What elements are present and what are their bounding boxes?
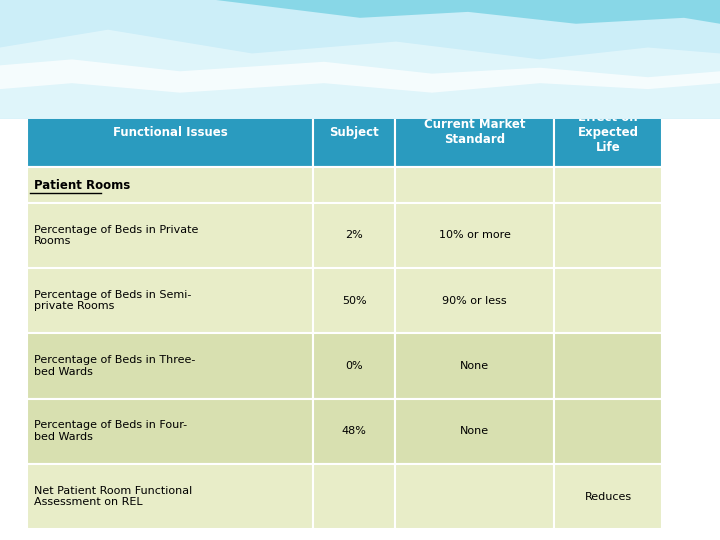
Text: None: None bbox=[460, 361, 490, 371]
FancyBboxPatch shape bbox=[27, 464, 312, 529]
FancyBboxPatch shape bbox=[395, 268, 554, 333]
Text: 10% or more: 10% or more bbox=[438, 231, 510, 240]
FancyBboxPatch shape bbox=[312, 333, 395, 399]
Polygon shape bbox=[0, 59, 720, 93]
FancyBboxPatch shape bbox=[27, 268, 312, 333]
Polygon shape bbox=[216, 0, 720, 24]
Text: Patient Rooms: Patient Rooms bbox=[34, 179, 130, 192]
FancyBboxPatch shape bbox=[395, 333, 554, 399]
Text: Net Patient Room Functional
Assessment on REL: Net Patient Room Functional Assessment o… bbox=[34, 486, 192, 508]
FancyBboxPatch shape bbox=[554, 333, 662, 399]
FancyBboxPatch shape bbox=[395, 97, 554, 167]
Text: Reduces: Reduces bbox=[585, 491, 631, 502]
FancyBboxPatch shape bbox=[554, 167, 662, 202]
Text: Percentage of Beds in Four-
bed Wards: Percentage of Beds in Four- bed Wards bbox=[34, 421, 187, 442]
Text: 90% or less: 90% or less bbox=[442, 296, 507, 306]
FancyBboxPatch shape bbox=[395, 464, 554, 529]
FancyBboxPatch shape bbox=[27, 202, 312, 268]
Text: Percentage of Beds in Semi-
private Rooms: Percentage of Beds in Semi- private Room… bbox=[34, 290, 191, 312]
FancyBboxPatch shape bbox=[312, 202, 395, 268]
FancyBboxPatch shape bbox=[312, 464, 395, 529]
Text: 2%: 2% bbox=[345, 231, 363, 240]
FancyBboxPatch shape bbox=[554, 202, 662, 268]
Text: Percentage of Beds in Private
Rooms: Percentage of Beds in Private Rooms bbox=[34, 225, 198, 246]
FancyBboxPatch shape bbox=[27, 97, 312, 167]
Text: None: None bbox=[460, 426, 490, 436]
FancyBboxPatch shape bbox=[554, 399, 662, 464]
Text: Subject: Subject bbox=[329, 126, 379, 139]
FancyBboxPatch shape bbox=[312, 268, 395, 333]
FancyBboxPatch shape bbox=[395, 167, 554, 202]
FancyBboxPatch shape bbox=[554, 97, 662, 167]
Text: Qualitative Analysis -- Functional - Resident Room Bed Mix - SNF: Qualitative Analysis -- Functional - Res… bbox=[27, 47, 607, 65]
FancyBboxPatch shape bbox=[312, 97, 395, 167]
FancyBboxPatch shape bbox=[27, 333, 312, 399]
Text: 48%: 48% bbox=[341, 426, 366, 436]
FancyBboxPatch shape bbox=[395, 399, 554, 464]
FancyBboxPatch shape bbox=[312, 399, 395, 464]
FancyBboxPatch shape bbox=[27, 167, 312, 202]
Polygon shape bbox=[0, 30, 720, 119]
Text: Current Market
Standard: Current Market Standard bbox=[424, 118, 526, 146]
FancyBboxPatch shape bbox=[312, 167, 395, 202]
Text: Effect on
Expected
Life: Effect on Expected Life bbox=[577, 111, 639, 154]
Text: Functional Issues: Functional Issues bbox=[112, 126, 228, 139]
FancyBboxPatch shape bbox=[27, 399, 312, 464]
Text: 0%: 0% bbox=[346, 361, 363, 371]
Text: Percentage of Beds in Three-
bed Wards: Percentage of Beds in Three- bed Wards bbox=[34, 355, 195, 377]
FancyBboxPatch shape bbox=[554, 464, 662, 529]
FancyBboxPatch shape bbox=[554, 268, 662, 333]
Text: 50%: 50% bbox=[342, 296, 366, 306]
FancyBboxPatch shape bbox=[395, 202, 554, 268]
Polygon shape bbox=[0, 0, 720, 119]
